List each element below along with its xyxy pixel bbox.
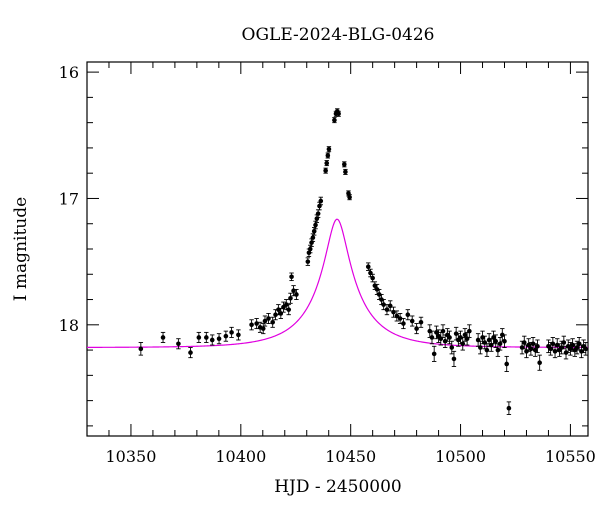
data-point [431,345,437,362]
data-point [397,312,403,324]
model-curve [87,218,588,348]
y-tick-label: 16 [59,63,79,82]
data-point [138,342,144,356]
data-point [478,340,483,355]
axis-ticks [86,62,588,436]
y-tick-label: 17 [59,189,79,208]
data-point [249,319,254,331]
data-point [216,333,222,345]
data-point [535,339,540,354]
data-point [204,331,209,343]
data-points [138,108,588,415]
data-point [196,331,202,343]
data-point [209,334,215,346]
data-point [506,401,512,415]
data-point [160,331,166,343]
data-point [475,333,481,347]
y-tick-label: 18 [59,316,79,335]
data-point [294,288,299,300]
data-point [405,309,411,321]
x-tick-label: 10350 [105,447,156,466]
data-point [493,334,499,349]
data-point [270,316,275,328]
data-point [381,299,386,311]
data-point [223,330,229,342]
data-point [324,160,330,167]
data-point [502,334,507,349]
data-point [561,335,567,350]
data-point [418,316,424,328]
data-point [467,324,472,338]
data-point [537,354,542,371]
data-point [429,330,435,345]
x-tick-label: 10400 [215,447,266,466]
data-point [504,355,509,373]
data-point [440,324,446,338]
data-point [323,167,328,174]
data-point [451,350,457,367]
data-point [254,318,259,330]
x-axis-label: HJD - 2450000 [274,477,402,497]
data-point [343,168,348,175]
data-point [460,336,466,351]
data-point [332,117,337,124]
data-point [229,326,234,338]
data-point [521,335,527,350]
data-point [365,262,371,271]
data-point [305,257,311,266]
data-point [401,318,406,330]
data-point [484,343,490,357]
data-point [288,292,293,304]
x-tick-label: 10550 [545,447,596,466]
data-point [236,329,241,341]
data-point [409,315,415,327]
data-point [266,312,271,324]
data-point [449,340,455,355]
data-point [370,273,375,283]
y-axis-label: I magnitude [11,197,31,301]
data-point [325,152,331,159]
tick-labels: 10350 10400 10450 10500 10550 16 17 18 [59,63,596,466]
data-point [497,336,503,351]
data-point [318,196,324,206]
data-point [394,310,400,322]
data-point [336,110,341,117]
chart-title: OGLE-2024-BLG-0426 [242,25,435,45]
data-point [188,347,193,359]
data-point [447,330,452,345]
data-point [326,146,332,153]
data-point [342,161,347,168]
data-point [456,333,461,347]
data-point [176,338,181,350]
data-point [262,315,268,327]
data-point [583,342,588,356]
plot-frame [86,61,589,437]
x-tick-label: 10500 [435,447,486,466]
data-point [289,272,294,282]
data-point [414,323,419,335]
data-point [286,304,292,316]
data-point [347,194,352,201]
x-tick-label: 10450 [325,447,376,466]
